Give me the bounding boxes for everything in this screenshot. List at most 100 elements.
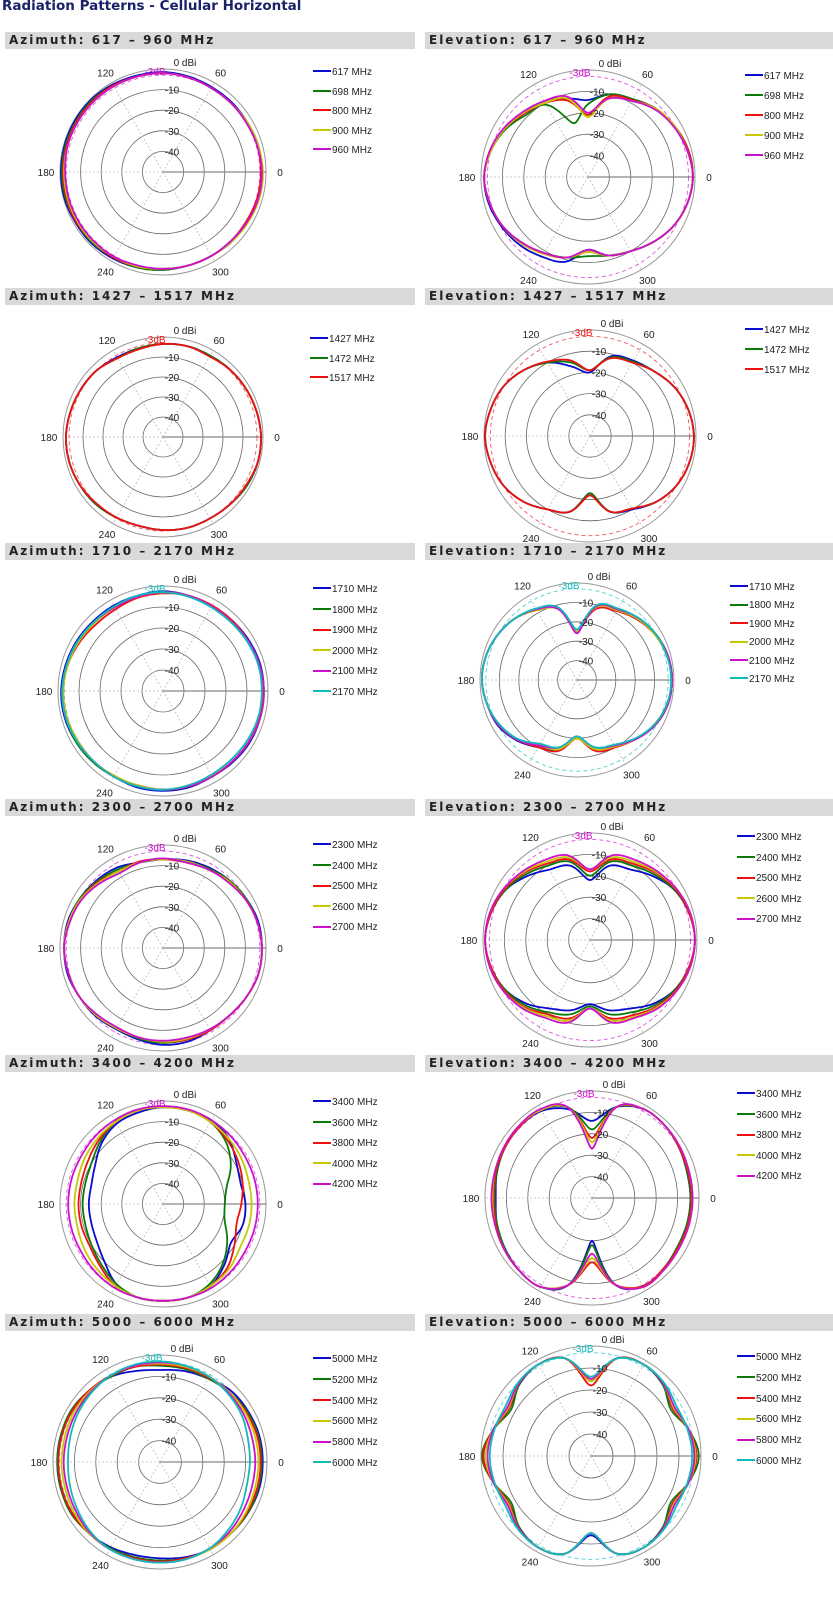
radial-tick-label: -20 (593, 1386, 608, 1397)
angle-spoke (111, 1203, 164, 1294)
radial-tick-label: -10 (165, 86, 180, 97)
radial-tick-label: -40 (592, 411, 607, 422)
angle-tick-label: 300 (639, 276, 656, 287)
legend-swatch (730, 658, 748, 661)
radial-tick-label: -10 (162, 1372, 177, 1383)
legend-swatch (313, 89, 331, 92)
legend-label: 4000 MHz (332, 1158, 378, 1170)
legend-label: 1517 MHz (329, 373, 375, 384)
legend-label: 6000 MHz (756, 1456, 802, 1467)
radial-tick-label: -10 (579, 598, 594, 609)
angle-tick-label: 240 (97, 1044, 114, 1055)
legend-swatch (313, 1419, 331, 1422)
legend-item: 1517 MHz (745, 365, 810, 377)
angle-tick-label: 240 (522, 1558, 539, 1569)
legend-item: 900 MHz (313, 126, 372, 138)
legend-label: 2170 MHz (332, 687, 378, 698)
angle-spoke (106, 1369, 161, 1463)
angle-tick-label: 60 (643, 330, 655, 341)
series-line (61, 591, 263, 791)
angle-tick-label: 0 (707, 432, 713, 443)
series-line (65, 342, 262, 531)
legend-label: 5400 MHz (756, 1393, 802, 1405)
radial-tick-label: -30 (593, 1408, 608, 1419)
legend-swatch (730, 603, 748, 606)
legend-label: 1800 MHz (332, 604, 378, 616)
series-line (490, 1103, 694, 1290)
legend-label: 5200 MHz (332, 1374, 378, 1386)
polar-chart: -10 -20 -30 -40 0 dBi -3dB 0 60 120 180 240 300 (31, 1344, 285, 1572)
angle-tick-label: 60 (213, 336, 225, 347)
legend-swatch (313, 884, 331, 887)
reference-label: -3dB (144, 67, 165, 78)
radial-tick-label: -20 (592, 368, 607, 379)
legend-label: 800 MHz (764, 111, 805, 122)
legend-label: 2000 MHz (332, 645, 378, 657)
radial-tick-label: -40 (590, 152, 605, 163)
radial-unit-label: 0 dBi (174, 58, 197, 69)
radial-tick-label: -30 (592, 893, 607, 904)
legend-swatch (313, 1440, 331, 1443)
angle-spoke (112, 436, 164, 524)
radial-tick-label: -30 (165, 1159, 180, 1170)
legend-item: 2500 MHz (737, 873, 802, 885)
angle-tick-label: 300 (211, 530, 228, 541)
angle-spoke (111, 858, 164, 949)
legend-item: 2170 MHz (730, 674, 795, 686)
legend-swatch (313, 587, 331, 590)
angle-tick-label: 300 (623, 770, 640, 781)
legend-swatch (737, 1438, 755, 1441)
angle-tick-label: 120 (97, 1100, 114, 1111)
legend-swatch (737, 1417, 755, 1420)
reference-label: -3dB (558, 581, 579, 592)
series-line (484, 357, 695, 514)
angle-spoke (110, 599, 164, 692)
angle-tick-label: 180 (41, 433, 58, 444)
angle-tick-label: 240 (97, 268, 114, 279)
radial-tick-label: -40 (593, 1430, 608, 1441)
radial-tick-label: -20 (165, 624, 180, 635)
legend-item: 1472 MHz (310, 354, 375, 366)
angle-tick-label: 300 (212, 1044, 229, 1055)
elevation-header: Elevation: 3400 – 4200 MHz (425, 1055, 833, 1072)
polar-chart: -10 -20 -30 -40 0 dBi -3dB 0 60 120 180 240 300 (462, 319, 714, 545)
angle-tick-label: 120 (97, 844, 114, 855)
angle-spoke (112, 350, 164, 438)
legend-label: 2400 MHz (756, 852, 802, 864)
angle-tick-label: 0 (712, 1452, 718, 1463)
legend-label: 1472 MHz (764, 345, 810, 356)
radial-tick-label: -20 (165, 882, 180, 893)
legend-swatch (313, 1398, 331, 1401)
angle-spoke (590, 1455, 647, 1552)
legend-item: 6000 MHz (313, 1458, 378, 1470)
elevation-header: Elevation: 5000 – 6000 MHz (425, 1314, 833, 1331)
series-line (64, 72, 263, 270)
legend-item: 2300 MHz (313, 840, 378, 852)
legend-label: 5600 MHz (756, 1414, 802, 1426)
legend-label: 1472 MHz (329, 353, 375, 365)
radial-unit-label: 0 dBi (174, 575, 197, 586)
legend-swatch (310, 356, 328, 359)
radial-tick-label: -40 (165, 413, 180, 424)
legend-item: 3800 MHz (737, 1130, 802, 1142)
radial-tick-label: -30 (162, 1415, 177, 1426)
angle-tick-label: 240 (520, 276, 537, 287)
angle-tick-label: 240 (96, 788, 113, 799)
elevation-header: Elevation: 617 – 960 MHz (425, 32, 833, 49)
legend-label: 698 MHz (332, 86, 373, 98)
angle-spoke (534, 84, 589, 178)
legend-swatch (313, 607, 331, 610)
reference-label: -3dB (144, 584, 165, 595)
angle-tick-label: 60 (215, 68, 227, 79)
legend-swatch (737, 1092, 755, 1095)
angle-tick-label: 180 (38, 168, 55, 179)
legend-label: 800 MHz (332, 106, 373, 117)
angle-tick-label: 120 (97, 68, 114, 79)
angle-tick-label: 0 (706, 173, 712, 184)
legend-item: 3400 MHz (737, 1089, 802, 1101)
polar-chart: -10 -20 -30 -40 0 dBi -3dB 0 60 120 180 240 300 (463, 1080, 717, 1308)
angle-spoke (576, 679, 626, 765)
legend-label: 5800 MHz (332, 1437, 378, 1449)
legend-item: 1427 MHz (745, 325, 810, 337)
